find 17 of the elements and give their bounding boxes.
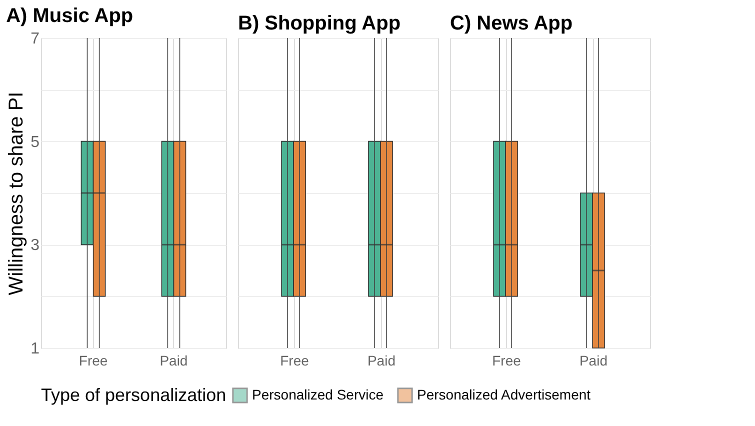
y-axis-title: Willingness to share PI [6,92,28,296]
x-tick-label: Free [492,352,522,368]
chart-title: C) News App [450,12,573,35]
y-tick-label: 7 [30,30,40,48]
legend-label: Personalized Service [252,386,384,402]
legend-label: Personalized Advertisement [417,386,591,402]
y-tick-label: 1 [30,340,40,358]
chart-title: A) Music App [6,5,134,27]
y-tick-label: 3 [30,237,40,254]
chart-title: B) Shopping App [238,12,401,35]
y-tick-label: 5 [30,134,40,151]
x-tick-label: Paid [160,352,188,368]
x-tick-label: Free [280,352,310,368]
x-tick-label: Paid [367,352,396,368]
legend-title: Type of personalization [41,385,226,405]
x-tick-label: Free [78,352,108,368]
x-tick-label: Paid [579,352,608,368]
